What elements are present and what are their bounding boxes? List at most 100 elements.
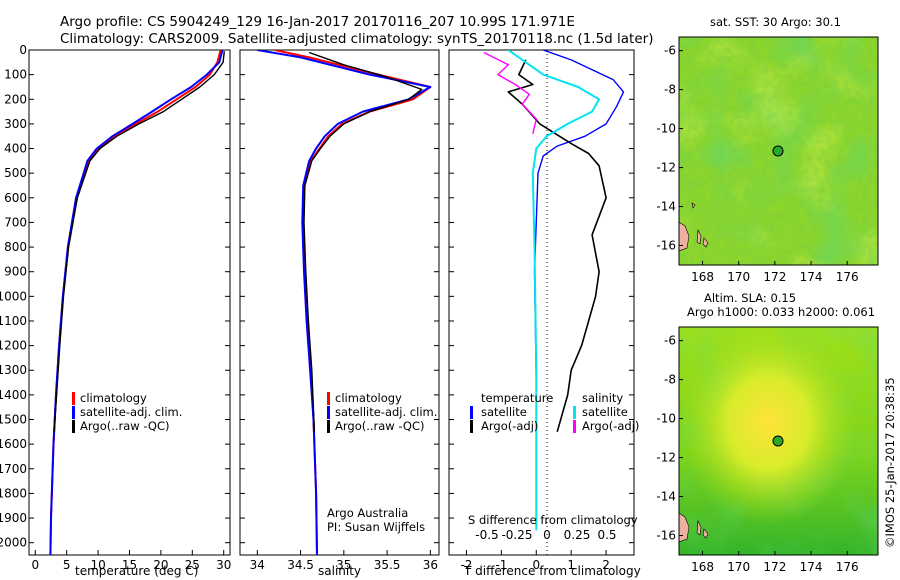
depth-tick-label: 1100 (0, 314, 27, 328)
x-tick-label: 35 (336, 558, 351, 572)
depth-tick-label: 900 (4, 265, 27, 279)
difference-legend-s-argo: Argo(-adj) (582, 419, 639, 433)
lon-tick-label: 176 (836, 270, 859, 284)
series-line-argo-raw-qc- (53, 51, 225, 432)
series-line-argo-adj- (507, 59, 607, 433)
depth-tick-label: 2000 (0, 536, 27, 550)
depth-tick-label: 1800 (0, 486, 27, 500)
salinity-axes (239, 49, 440, 556)
lon-tick-label: 172 (763, 270, 786, 284)
x-tick-label: 35.5 (374, 558, 401, 572)
x-tick-label: 5 (63, 558, 71, 572)
lat-tick-label: -8 (664, 373, 676, 387)
lat-tick-label: -16 (656, 239, 676, 253)
lat-tick-label: -6 (664, 44, 676, 58)
depth-tick-label: 1200 (0, 339, 27, 353)
top-x-tick-label: 0.25 (564, 528, 591, 542)
sla-map-title-line2: Argo h1000: 0.033 h2000: 0.061 (687, 305, 875, 319)
series-line-climatology (274, 50, 432, 555)
series-line-satellite (507, 50, 601, 531)
depth-tick-label: 200 (4, 92, 27, 106)
x-tick-label: 2 (602, 558, 610, 572)
x-tick-label: 0 (532, 558, 540, 572)
top-x-tick-label: -0.25 (501, 528, 532, 542)
depth-tick-label: 100 (4, 68, 27, 82)
temperature-legend-argo: Argo(..raw -QC) (80, 419, 170, 433)
difference-legend: temperature salinity satellite Argo(-adj… (470, 391, 639, 433)
lat-tick-label: -14 (656, 490, 676, 504)
x-tick-label: -1 (495, 558, 507, 572)
salinity-note-line2: PI: Susan Wijffels (327, 520, 425, 534)
depth-tick-label: 1700 (0, 462, 27, 476)
series-line-satellite (533, 50, 625, 383)
depth-tick-label: 400 (4, 142, 27, 156)
x-tick-label: 15 (122, 558, 137, 572)
island-shape (691, 202, 709, 248)
argo-position-marker (772, 435, 784, 447)
depth-tick-label: 1900 (0, 511, 27, 525)
sla-map-frame (678, 326, 879, 556)
depth-tick-label: 800 (4, 240, 27, 254)
salinity-xlabel: salinity (318, 564, 361, 578)
difference-legend-s-satellite: satellite (582, 405, 628, 419)
depth-tick-label: 1300 (0, 363, 27, 377)
lat-tick-label: -16 (656, 529, 676, 543)
x-tick-label: 34 (250, 558, 265, 572)
difference-legend-salinity-title: salinity (582, 391, 623, 405)
x-tick-label: 25 (185, 558, 200, 572)
lon-tick-label: 168 (691, 270, 714, 284)
difference-legend-temperature-title: temperature (481, 391, 553, 405)
lon-tick-label: 170 (727, 560, 750, 574)
salinity-legend: climatology satellite-adj. clim. Argo(..… (327, 391, 437, 433)
x-tick-label: 10 (90, 558, 105, 572)
x-tick-label: 34.5 (287, 558, 314, 572)
island-shape (679, 512, 690, 543)
lat-tick-label: -12 (656, 161, 676, 175)
lat-tick-label: -6 (664, 334, 676, 348)
salinity-note-line1: Argo Australia (327, 506, 408, 520)
difference-xlabel: T difference from climatology (463, 564, 641, 578)
lon-tick-label: 168 (691, 560, 714, 574)
figure-title-line2: Climatology: CARS2009. Satellite-adjuste… (60, 31, 653, 47)
depth-tick-label: 1000 (0, 289, 27, 303)
difference-axes (448, 49, 635, 556)
top-x-tick-label: 0.5 (597, 528, 616, 542)
sst-map (679, 37, 878, 265)
difference-legend-t-satellite: satellite (481, 405, 527, 419)
x-tick-label: 30 (216, 558, 231, 572)
series-line-argo-adj- (483, 51, 537, 134)
sst-map-title: sat. SST: 30 Argo: 30.1 (710, 15, 841, 29)
depth-tick-label: 700 (4, 215, 27, 229)
top-x-tick-label: -0.5 (475, 528, 498, 542)
temperature-legend: climatology satellite-adj. clim. Argo(..… (72, 391, 182, 433)
lon-tick-label: 174 (800, 270, 823, 284)
lon-tick-label: 172 (763, 560, 786, 574)
lat-tick-label: -8 (664, 83, 676, 97)
lat-tick-label: -12 (656, 451, 676, 465)
depth-tick-label: 1400 (0, 388, 27, 402)
island-shape (679, 221, 690, 252)
depth-tick-label: 500 (4, 166, 27, 180)
lon-tick-label: 174 (800, 560, 823, 574)
figure-title-line1: Argo profile: CS 5904249_129 16-Jan-2017… (60, 14, 575, 30)
temperature-xlabel: temperature (deg C) (75, 564, 198, 578)
imos-stamp: ©IMOS 25-Jan-2017 20:38:35 (883, 377, 897, 548)
depth-tick-label: 0 (19, 43, 27, 57)
series-line-argo-raw-qc- (303, 51, 423, 432)
depth-tick-label: 1500 (0, 413, 27, 427)
lon-tick-label: 176 (836, 560, 859, 574)
sla-map-title-line1: Altim. SLA: 0.15 (704, 291, 796, 305)
salinity-legend-climatology: climatology (335, 391, 402, 405)
salinity-legend-satellite: satellite-adj. clim. (335, 405, 437, 419)
x-tick-label: -2 (460, 558, 472, 572)
depth-tick-label: 1600 (0, 437, 27, 451)
lat-tick-label: -10 (656, 412, 676, 426)
x-tick-label: 20 (153, 558, 168, 572)
sst-map-frame (678, 36, 879, 266)
temperature-legend-climatology: climatology (80, 391, 147, 405)
x-tick-label: 0 (31, 558, 39, 572)
island-shape (696, 519, 709, 539)
sla-map (679, 327, 878, 555)
x-tick-label: 36 (423, 558, 438, 572)
